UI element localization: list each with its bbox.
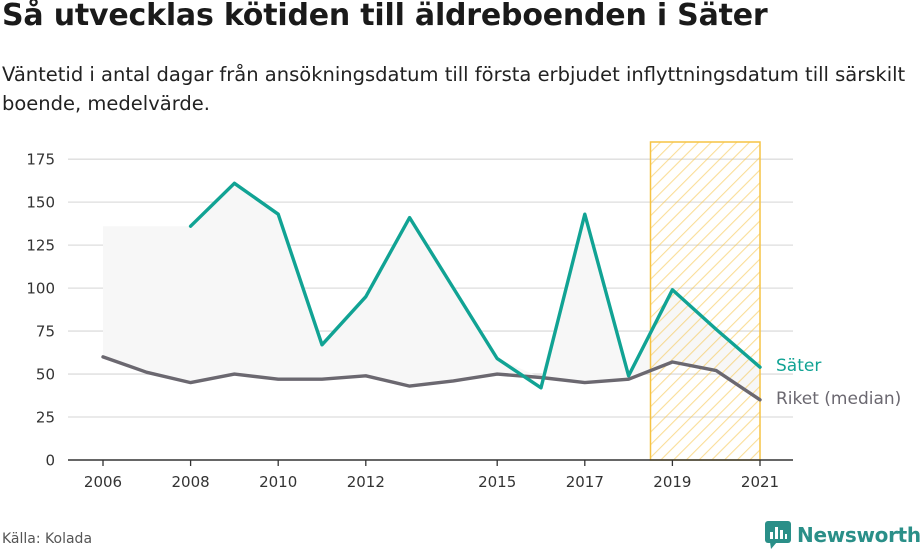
highlight-hatch (650, 142, 760, 460)
axes: 0 25 50 75 100 125 150 175 2006 2008 2010 2012 2015 2… (26, 151, 793, 491)
x-tick-label: 2019 (653, 473, 691, 491)
series-label-riket: Riket (median) (776, 389, 901, 409)
y-tick-label: 75 (36, 323, 55, 341)
y-tick-label: 125 (26, 237, 55, 255)
y-tick-label: 50 (36, 366, 55, 384)
x-tick-label: 2021 (741, 473, 779, 491)
x-tick-label: 2006 (84, 473, 122, 491)
chart-bubble-icon (765, 521, 791, 549)
series-line-riket (101, 355, 762, 402)
brand-logo: Newsworthy (765, 520, 920, 550)
chart-subtitle: Väntetid i antal dagar från ansökningsda… (2, 63, 906, 115)
range-band-area (103, 183, 760, 400)
chart-title: Så utvecklas kötiden till äldreboenden i… (2, 0, 768, 33)
y-tick-label: 100 (26, 280, 55, 298)
x-tick-label: 2010 (259, 473, 297, 491)
series-lines (101, 181, 762, 402)
x-tick-label: 2017 (566, 473, 604, 491)
series-label-sater: Säter (776, 356, 821, 376)
series-line-sater (188, 181, 762, 390)
source-note: Källa: Kolada (2, 531, 93, 547)
y-tick-label: 25 (36, 409, 55, 427)
range-band (103, 183, 760, 400)
x-tick-label: 2015 (478, 473, 516, 491)
x-tick-label: 2012 (347, 473, 385, 491)
brand-name: Newsworthy (797, 523, 920, 547)
y-tick-label: 0 (45, 452, 55, 470)
highlight-period (649, 141, 761, 461)
y-tick-label: 150 (26, 194, 55, 212)
series-labels: Säter Riket (median) (776, 356, 901, 409)
y-tick-label: 175 (26, 151, 55, 169)
x-tick-label: 2008 (172, 473, 210, 491)
